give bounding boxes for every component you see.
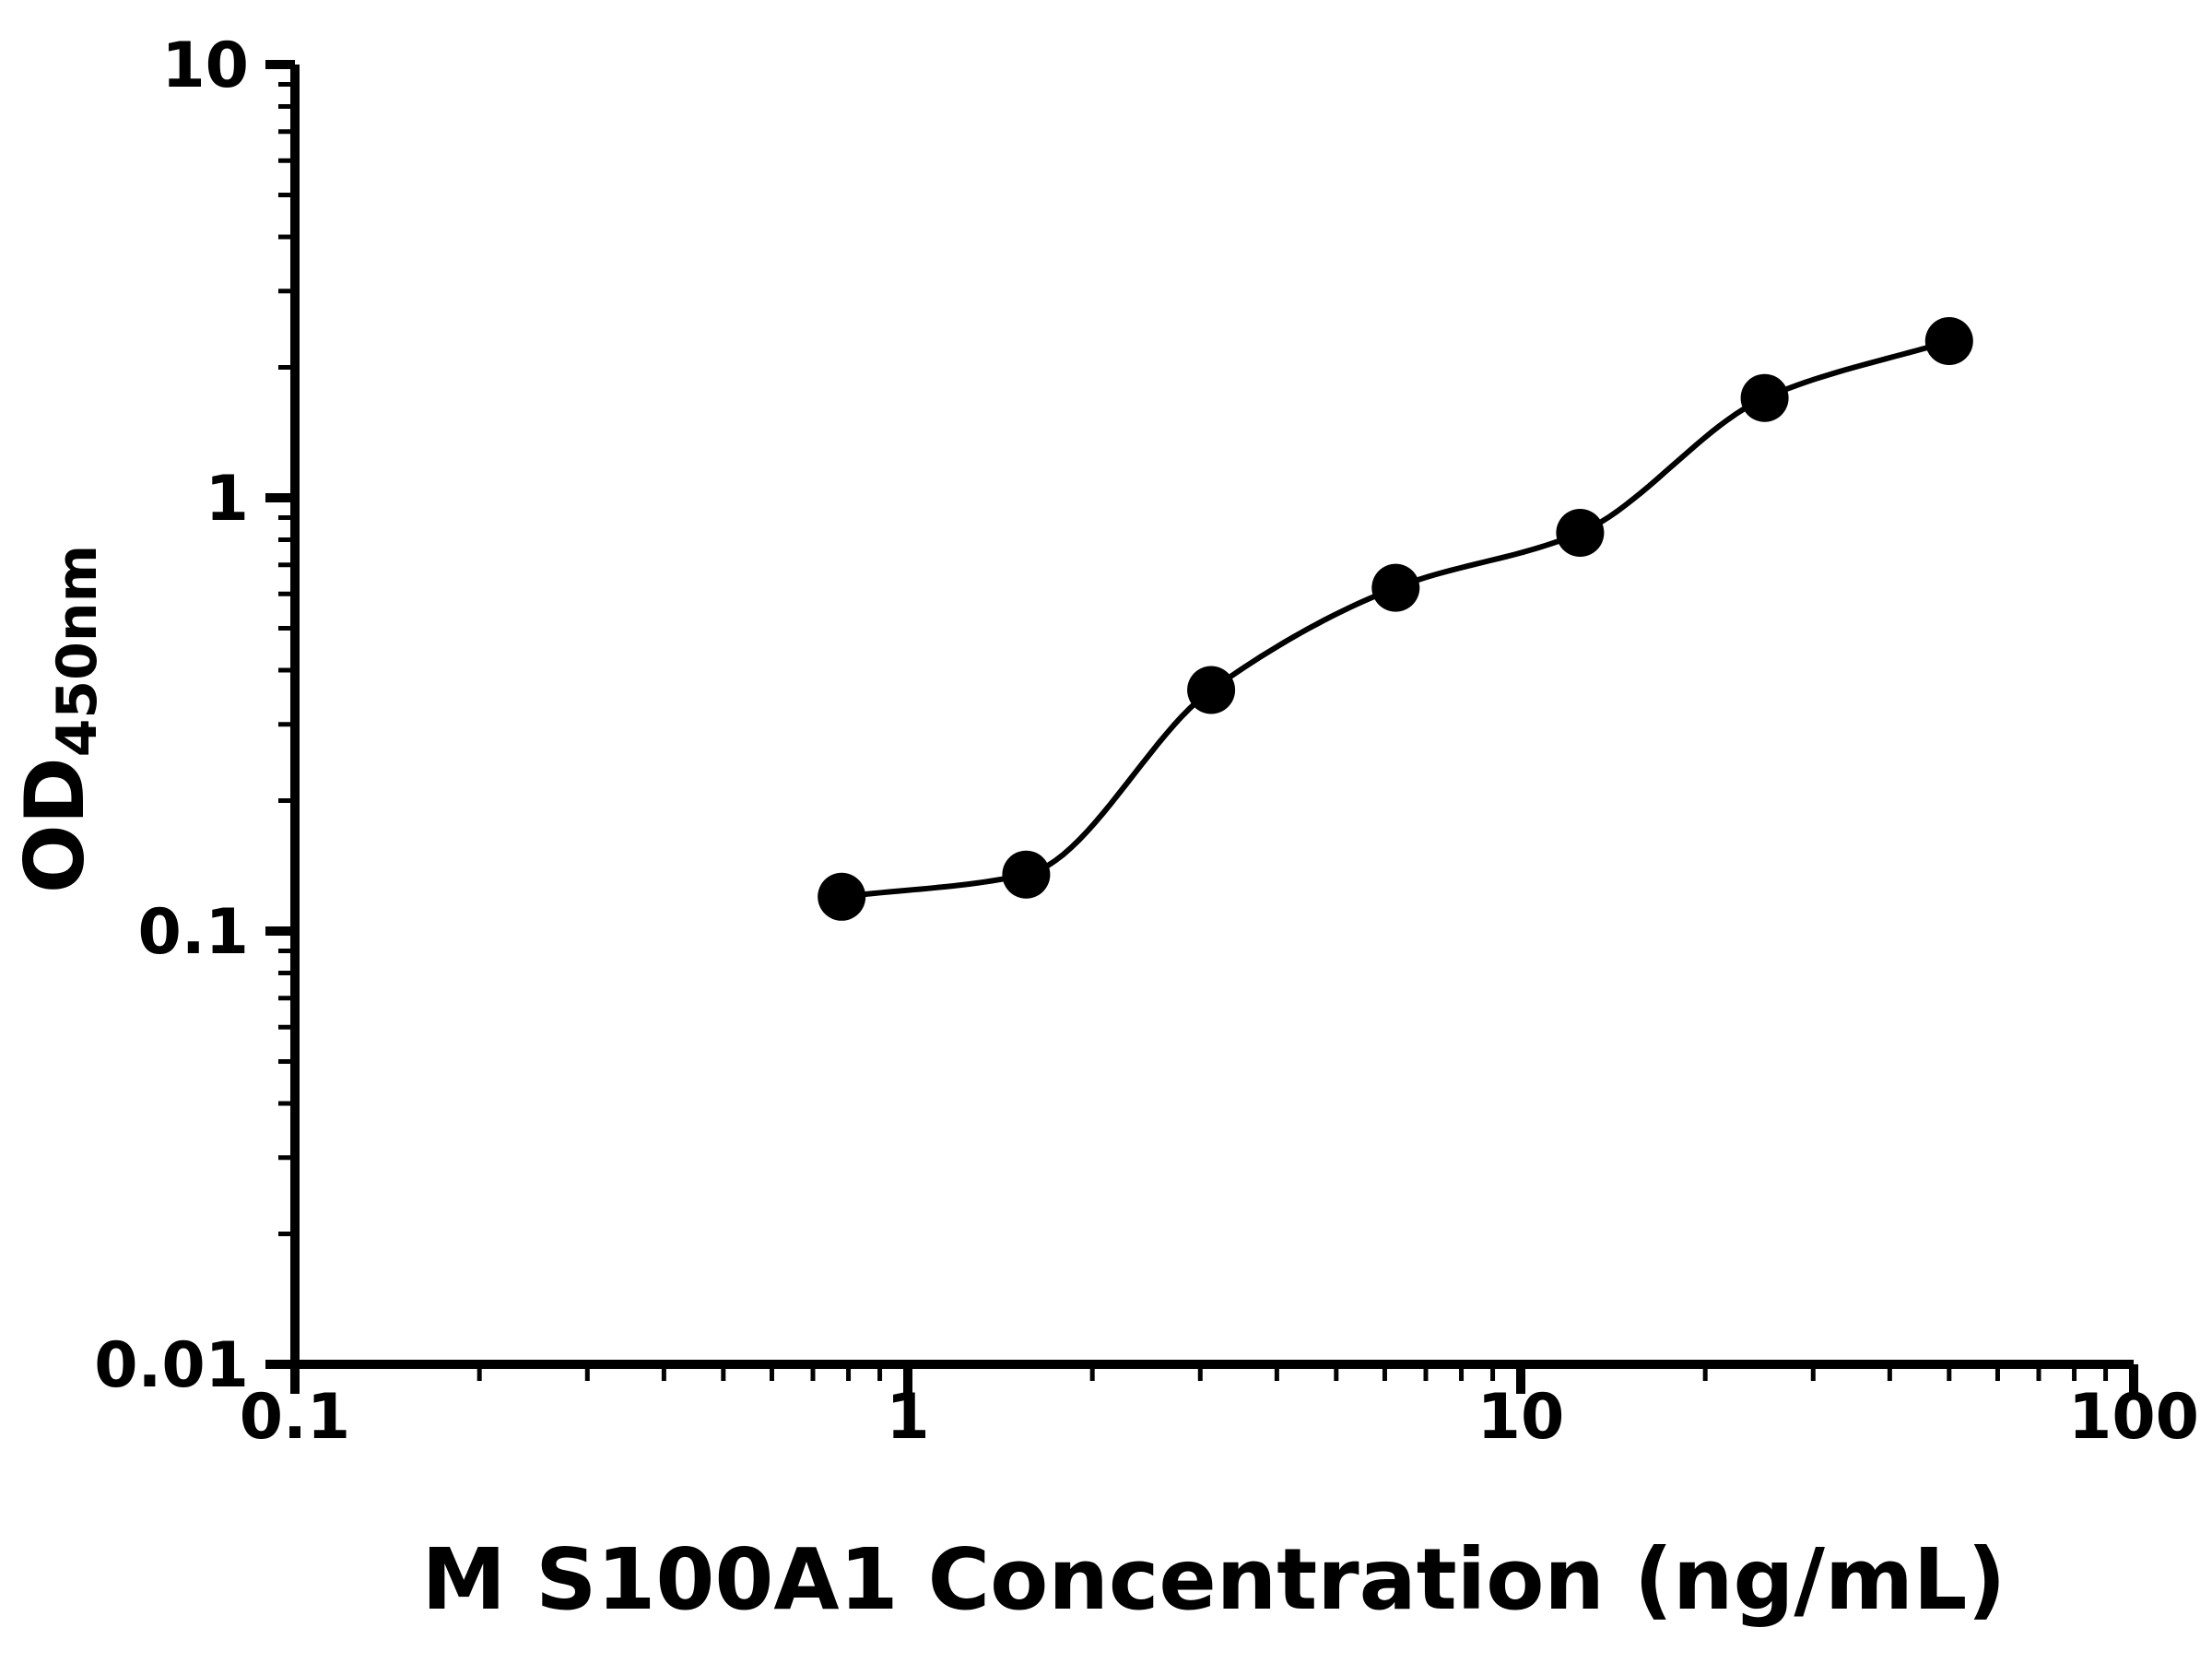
data-point — [1740, 373, 1789, 422]
data-point — [1002, 850, 1051, 899]
data-point — [1924, 317, 1973, 365]
y-tick-label: 0.1 — [138, 896, 249, 969]
y-axis-title-main: OD — [7, 757, 102, 893]
data-point — [818, 872, 866, 921]
y-axis-title: OD450nm — [7, 545, 110, 893]
x-tick-label: 100 — [2068, 1381, 2199, 1454]
y-tick-label: 10 — [161, 29, 249, 102]
axis-spines — [290, 65, 2134, 1369]
y-tick-label: 1 — [206, 463, 249, 536]
fit-curve — [841, 338, 1950, 900]
y-axis-title-subscript: 450nm — [45, 545, 110, 757]
data-point — [1187, 666, 1236, 714]
x-tick-label: 0.1 — [240, 1381, 350, 1454]
y-tick-label: 0.01 — [94, 1329, 249, 1402]
data-point — [1556, 509, 1605, 557]
x-axis-title: M S100A1 Concentration (ng/mL) — [422, 1530, 2006, 1629]
x-tick-label: 10 — [1477, 1381, 1565, 1454]
x-tick-label: 1 — [886, 1381, 929, 1454]
data-point — [1371, 563, 1420, 612]
